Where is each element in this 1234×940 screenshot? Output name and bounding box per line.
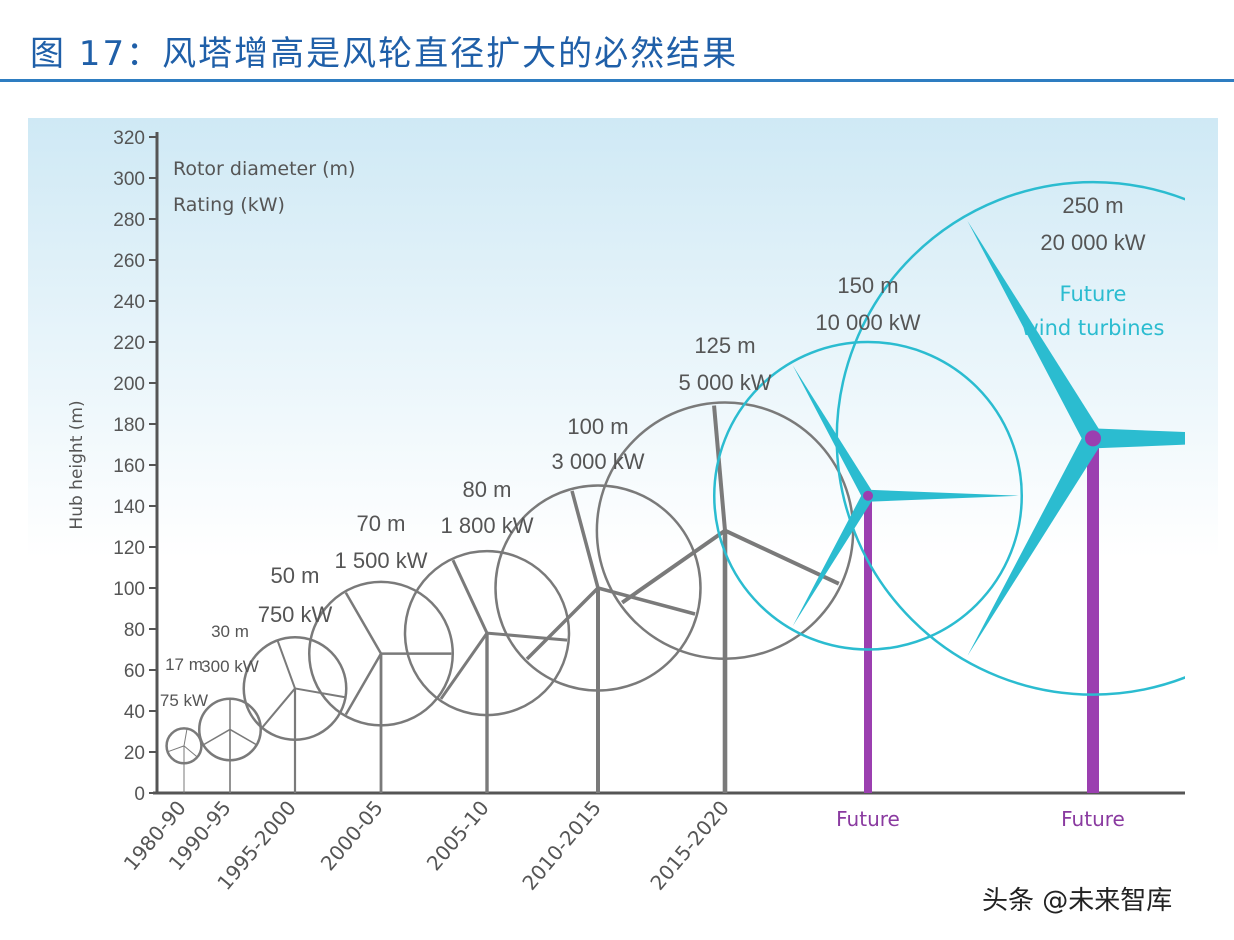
watermark: 头条 @未来智库 <box>982 886 1173 916</box>
y-tick-label: 40 <box>124 702 145 723</box>
x-tick-label: Future <box>1061 807 1125 831</box>
legend-text: Rotor diameter (m) <box>173 158 355 180</box>
turbine-blade <box>451 559 489 634</box>
turbine-hub <box>1085 430 1101 447</box>
rotor-diameter-label: 30 m <box>211 622 249 641</box>
rotor-diameter-label: 100 m <box>567 414 628 439</box>
figure-title: 图 17：风塔增高是风轮直径扩大的必然结果 <box>30 34 739 74</box>
turbine <box>494 484 702 793</box>
rating-label: 300 kW <box>201 657 259 676</box>
y-tick-label: 240 <box>113 292 145 313</box>
rotor-diameter-label: 70 m <box>357 511 406 536</box>
y-tick-label: 120 <box>113 538 145 559</box>
turbine <box>835 180 1185 793</box>
y-tick-label: 180 <box>113 415 145 436</box>
turbine-hub <box>863 490 873 501</box>
rotor-diameter-label: 125 m <box>694 333 755 358</box>
title-divider <box>0 79 1234 82</box>
rotor-circle <box>494 484 702 692</box>
rotor-circle <box>242 635 348 741</box>
turbine <box>595 401 855 793</box>
rotor-circle <box>198 697 262 762</box>
rating-label: 75 kW <box>160 691 208 710</box>
y-tick-label: 200 <box>113 374 145 395</box>
rating-label: 5 000 kW <box>679 370 772 395</box>
turbine-blade <box>486 631 568 642</box>
turbine-blade <box>967 433 1102 656</box>
y-tick-label: 280 <box>113 210 145 231</box>
y-tick-label: 220 <box>113 333 145 354</box>
rating-label: 3 000 kW <box>552 449 645 474</box>
turbine <box>198 697 262 793</box>
turbine-blade <box>261 687 296 728</box>
rotor-diameter-label: 17 m <box>165 655 203 674</box>
y-tick-label: 100 <box>113 579 145 600</box>
rating-label: 1 800 kW <box>441 513 534 538</box>
future-annotation: wind turbines <box>1022 316 1165 340</box>
y-tick-label: 320 <box>113 128 145 149</box>
rotor-circle <box>835 180 1185 696</box>
turbine-blade <box>792 365 874 499</box>
turbine-blade <box>570 490 600 589</box>
turbine <box>713 340 1023 793</box>
turbine <box>242 635 348 793</box>
rating-label: 20 000 kW <box>1040 230 1145 255</box>
y-tick-label: 260 <box>113 251 145 272</box>
turbine-blade <box>276 640 296 689</box>
rotor-circle <box>713 340 1023 651</box>
future-annotation: Future <box>1060 282 1127 306</box>
y-tick-label: 0 <box>134 784 145 805</box>
turbine-blade <box>344 592 383 655</box>
turbine-blade <box>868 489 1019 502</box>
turbine-blade <box>1093 428 1185 449</box>
legend-text: Rating (kW) <box>173 194 285 216</box>
turbine <box>308 580 454 793</box>
turbine-blade <box>203 728 231 746</box>
turbine-blade <box>712 405 727 531</box>
turbine-blade <box>620 528 727 605</box>
turbine-blade <box>439 632 489 700</box>
rotor-diameter-label: 150 m <box>837 273 898 298</box>
y-tick-label: 160 <box>113 456 145 477</box>
rotor-circle <box>308 580 454 727</box>
y-axis-label: Hub height (m) <box>67 400 87 529</box>
turbine-blade <box>967 220 1102 444</box>
turbine-blade <box>597 586 696 616</box>
turbine-blade <box>167 745 185 753</box>
y-tick-label: 140 <box>113 497 145 518</box>
rating-label: 1 500 kW <box>335 548 428 573</box>
rotor-diameter-label: 80 m <box>463 477 512 502</box>
turbine-blade <box>183 728 188 746</box>
y-tick-label: 300 <box>113 169 145 190</box>
turbines <box>165 180 1185 793</box>
turbine <box>165 727 203 793</box>
rotor-diameter-label: 250 m <box>1062 193 1123 218</box>
rating-label: 10 000 kW <box>815 310 920 335</box>
y-tick-label: 60 <box>124 661 145 682</box>
turbine-blade <box>229 728 257 746</box>
x-tick-label: Future <box>836 807 900 831</box>
rotor-circle <box>403 549 571 717</box>
turbine-blade <box>525 586 600 661</box>
turbine-blade <box>183 745 198 758</box>
rating-label: 750 kW <box>258 602 333 627</box>
y-tick-label: 80 <box>124 620 145 641</box>
rotor-circle <box>165 727 203 765</box>
y-tick-label: 20 <box>124 743 145 764</box>
turbine-blade <box>344 652 383 716</box>
rotor-diameter-label: 50 m <box>271 563 320 588</box>
turbine <box>403 549 571 793</box>
